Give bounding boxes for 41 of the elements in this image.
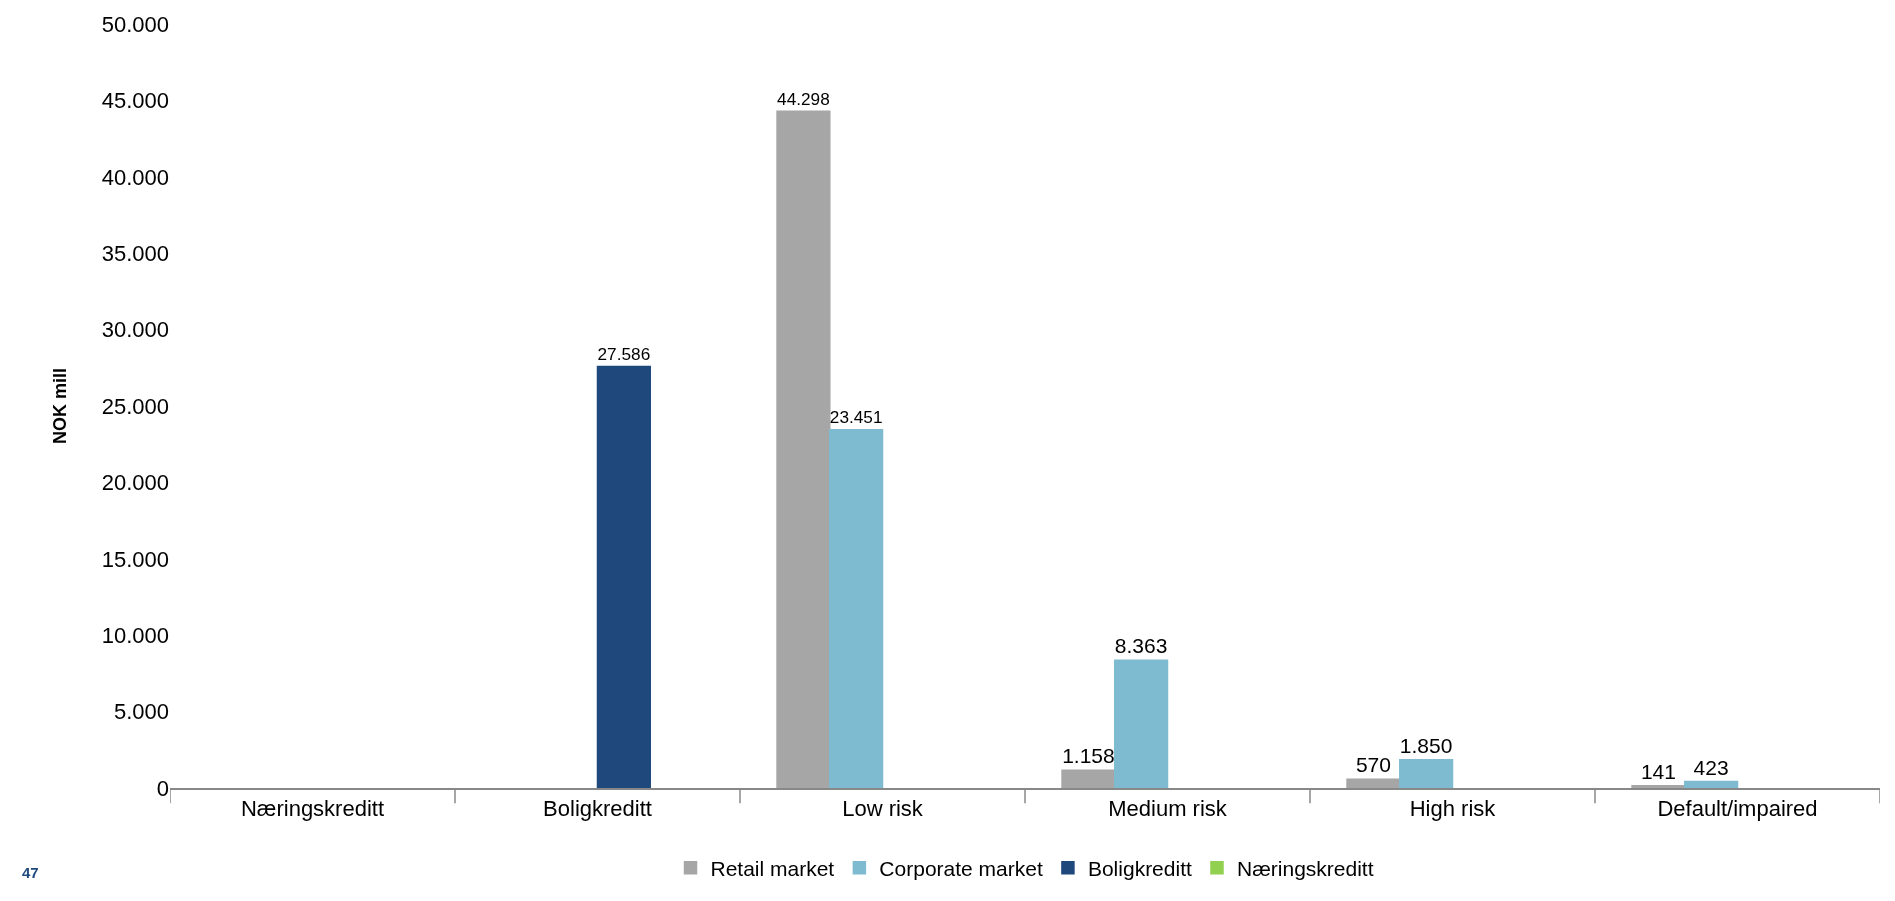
- y-tick-label: 20.000: [101, 470, 169, 496]
- y-tick-label: 0: [156, 775, 169, 801]
- bar: [596, 365, 651, 788]
- y-tick-label: 50.000: [101, 11, 169, 37]
- bar: [1631, 785, 1686, 788]
- y-tick-label: 10.000: [101, 622, 169, 648]
- y-tick-label: 25.000: [101, 393, 169, 419]
- legend-label: Retail market: [710, 857, 835, 881]
- y-tick-label: 15.000: [101, 546, 169, 572]
- bar: [829, 428, 884, 788]
- legend-label: Boligkreditt: [1087, 857, 1192, 881]
- bar: [1346, 778, 1401, 788]
- y-tick-label: 35.000: [101, 240, 169, 266]
- data-label: 23.451: [829, 407, 883, 428]
- data-label: 423: [1693, 755, 1729, 779]
- data-label: 141: [1640, 759, 1676, 783]
- bar: [1399, 758, 1454, 788]
- text: 47: [22, 864, 39, 881]
- x-tick-label: Low risk: [842, 795, 924, 821]
- bar: [1114, 659, 1169, 788]
- x-tick-label: Boligkreditt: [543, 795, 652, 821]
- legend-label: Corporate market: [879, 857, 1043, 881]
- data-label: 1.850: [1399, 733, 1453, 757]
- data-label: 44.298: [777, 88, 830, 109]
- bar: [1684, 780, 1739, 788]
- data-label: 1.158: [1062, 744, 1115, 768]
- data-label: 27.586: [597, 344, 651, 365]
- data-label: 8.363: [1114, 634, 1168, 658]
- y-axis-title: NOK mill: [49, 367, 70, 445]
- x-tick-label: High risk: [1409, 795, 1497, 821]
- legend-label: Næringskreditt: [1236, 857, 1374, 881]
- x-tick-label: Default/impaired: [1657, 795, 1818, 821]
- y-tick-label: 45.000: [101, 88, 169, 114]
- bar: [1061, 769, 1116, 788]
- x-tick-label: Næringskreditt: [240, 795, 385, 821]
- bar: [776, 110, 831, 788]
- y-tick-label: 40.000: [101, 164, 169, 190]
- y-tick-label: 5.000: [113, 699, 169, 725]
- data-label: 570: [1355, 753, 1391, 777]
- y-tick-label: 30.000: [101, 317, 169, 343]
- x-tick-label: Medium risk: [1108, 795, 1228, 821]
